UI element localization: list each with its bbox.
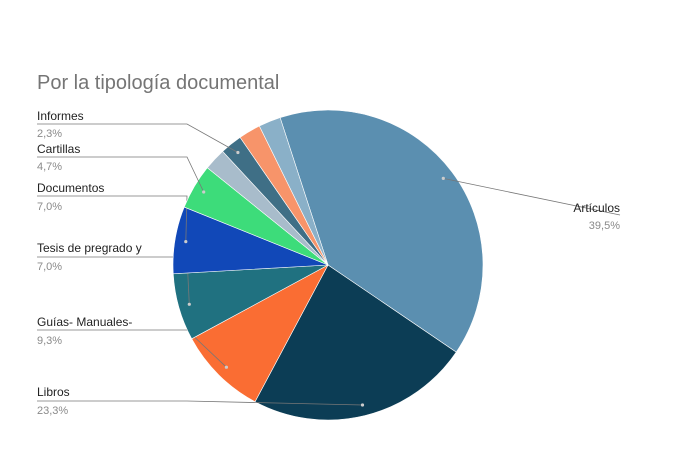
slice-label-percent: 7,0%	[37, 201, 62, 213]
leader-dot	[441, 176, 445, 180]
leader-dot	[360, 403, 365, 407]
pie-slice	[279, 109, 484, 353]
pie-slice	[258, 117, 329, 266]
chart-title: Por la tipología documental	[37, 72, 280, 94]
leader-line	[37, 156, 205, 193]
slice-label-percent: 7,0%	[37, 261, 62, 273]
leader-dot	[187, 302, 191, 306]
slice-label-name: Guías- Manuales-	[37, 315, 132, 329]
slice-label-name: Documentos	[37, 181, 104, 195]
leader-line	[37, 195, 188, 242]
slice-label-name: Artículos	[573, 201, 620, 215]
slice-label-percent: 39,5%	[589, 220, 620, 232]
slice-label-name: Cartillas	[37, 142, 80, 156]
leader-dot	[224, 365, 228, 369]
leader-dot	[236, 150, 240, 155]
slice-label: Guías- Manuales- 9,3%	[37, 315, 228, 369]
slice-label-percent: 2,3%	[37, 128, 62, 140]
leader-line	[443, 178, 621, 216]
slice-label-name: Libros	[37, 385, 70, 399]
slice-label-percent: 9,3%	[37, 335, 62, 347]
slice-label-percent: 4,7%	[37, 161, 62, 173]
slice-label-percent: 23,3%	[37, 405, 68, 417]
leader-line	[37, 400, 363, 406]
slice-label: Artículos 39,5%	[441, 176, 621, 232]
slice-label: Libros 23,3%	[37, 385, 365, 417]
slice-label: Cartillas 4,7%	[37, 142, 206, 194]
slice-label: Tesis de pregrado y 7,0%	[37, 241, 191, 306]
slice-label-name: Tesis de pregrado y	[37, 241, 142, 255]
slice-label: Informes 2,3%	[37, 109, 240, 155]
leader-line	[37, 123, 239, 153]
slice-label: Documentos 7,0%	[37, 181, 188, 244]
leader-dot	[202, 190, 206, 194]
pie-slice	[254, 264, 457, 421]
slice-label-name: Informes	[37, 109, 84, 123]
leader-dot	[184, 240, 188, 244]
